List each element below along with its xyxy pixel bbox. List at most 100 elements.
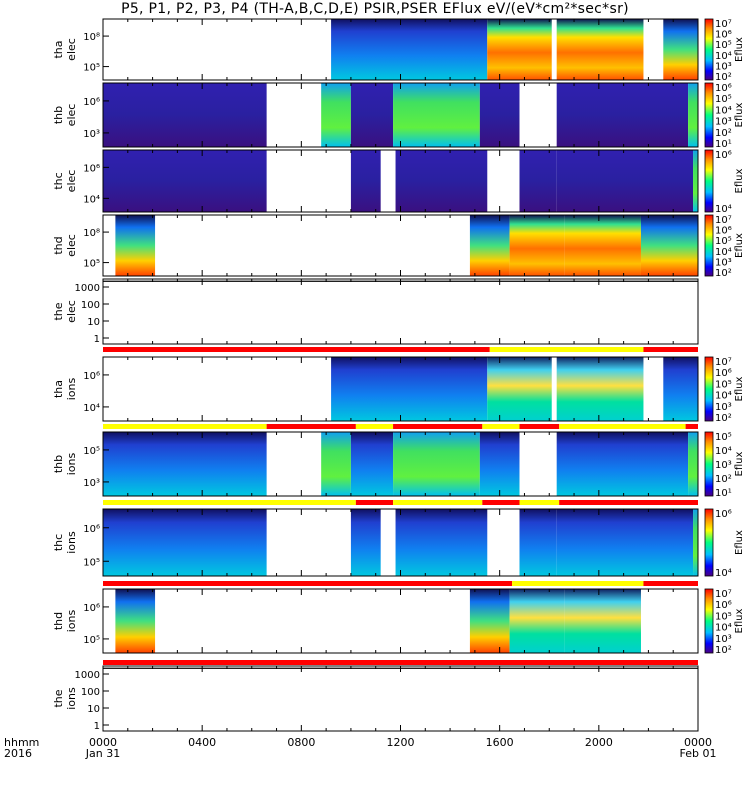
- colorbar-tick-label: 10⁶: [715, 509, 732, 520]
- y-tick-label: 10⁶: [83, 163, 100, 174]
- colorbar-tick-label: 10⁶: [715, 368, 732, 379]
- colorbar-tick-label: 10⁵: [715, 379, 732, 390]
- y-tick-label: 100: [81, 687, 100, 698]
- panel-thc-ions: [102, 508, 714, 577]
- colorbar-tick-label: 10⁴: [715, 204, 732, 215]
- colorbar-tick-label: 10³: [715, 402, 732, 413]
- spectrogram-segment: [487, 19, 552, 80]
- panel-the-ions: [102, 665, 699, 732]
- panel-thb-elec: [102, 82, 714, 148]
- colorbar-tick-label: 10⁴: [715, 568, 732, 579]
- y-tick-label: 10⁵: [83, 259, 100, 270]
- quality-flag-bar: [103, 581, 698, 586]
- spectrogram-segment: [640, 215, 698, 276]
- x-tick-label: 0800: [287, 736, 315, 749]
- colorbar-tick-label: 10⁴: [715, 623, 732, 634]
- colorbar-tick-label: 10²: [715, 128, 732, 139]
- colorbar: [704, 82, 714, 148]
- y-tick-label: 10⁵: [83, 446, 100, 457]
- panel-label-species: ions: [65, 452, 78, 475]
- panel-label-species: ions: [65, 377, 78, 400]
- spectrogram-segment: [556, 357, 644, 421]
- spectrogram-segment: [556, 509, 694, 576]
- y-tick-label: 1000: [75, 670, 100, 681]
- spectrogram-segment: [321, 83, 351, 147]
- colorbar: [704, 588, 714, 654]
- colorbar-tick-label: 10⁷: [715, 357, 732, 368]
- colorbar-tick-label: 10⁵: [715, 94, 732, 105]
- flag-segment-red: [355, 500, 394, 505]
- colorbar-tick-label: 10⁴: [715, 105, 732, 116]
- colorbar-label: Eflux: [734, 376, 745, 401]
- flag-segment-red: [103, 581, 513, 586]
- panel-thb-ions: [102, 431, 714, 497]
- flag-segment-red: [393, 424, 483, 429]
- spectrogram-segment: [393, 432, 480, 496]
- spectrogram-segment: [487, 357, 552, 421]
- y-tick-label: 10: [87, 317, 100, 328]
- colorbar-tick-label: 10⁶: [715, 600, 732, 611]
- colorbar-tick-label: 10⁴: [715, 247, 732, 258]
- y-tick-label: 10⁵: [83, 557, 100, 568]
- colorbar: [704, 18, 714, 81]
- spectrogram-segment: [115, 589, 156, 653]
- y-tick-label: 100: [81, 300, 100, 311]
- spectrogram-segment: [350, 509, 381, 576]
- panel-label-probe: thd: [52, 612, 65, 630]
- spectrogram-segment: [663, 357, 698, 421]
- flag-segment-yellow: [482, 424, 520, 429]
- spectrogram-segment: [331, 357, 488, 421]
- spectrogram-segment: [103, 150, 267, 212]
- colorbar-tick-label: 10⁶: [715, 226, 732, 237]
- x-tick-label: 0000: [89, 736, 117, 749]
- flag-segment-yellow: [559, 424, 686, 429]
- flag-segment-red: [103, 660, 698, 665]
- panel-label-probe: the: [52, 302, 65, 320]
- y-tick-label: 1: [94, 334, 100, 345]
- colorbar-tick-label: 10³: [715, 257, 732, 268]
- x-date-label: Feb 01: [680, 747, 717, 760]
- colorbar-label: Eflux: [734, 37, 745, 62]
- flag-segment-yellow: [355, 424, 394, 429]
- panel-label-species: elec: [65, 170, 78, 193]
- flag-segment-red: [685, 424, 698, 429]
- y-tick-label: 10⁴: [83, 403, 100, 414]
- x-tick-label: 1600: [486, 736, 514, 749]
- panel-label-probe: the: [52, 689, 65, 707]
- panel-label-probe: thb: [52, 106, 65, 124]
- spectrogram-segment: [693, 150, 698, 212]
- panel-label-probe: thc: [52, 534, 65, 551]
- flag-segment-red: [266, 424, 356, 429]
- panel-tha-ions: [102, 356, 714, 422]
- colorbar-tick-label: 10⁵: [715, 236, 732, 247]
- colorbar-label: Eflux: [734, 168, 745, 193]
- flag-segment-red: [519, 424, 560, 429]
- spectrogram-segment: [688, 432, 698, 496]
- panel-label-probe: thc: [52, 172, 65, 189]
- spectrogram-segment: [564, 215, 641, 276]
- colorbar: [704, 356, 714, 422]
- y-tick-label: 10⁶: [83, 603, 100, 614]
- colorbar-tick-label: 10⁴: [715, 51, 732, 62]
- colorbar-tick-label: 10²: [715, 72, 732, 83]
- spectrogram-segment: [693, 509, 698, 576]
- spectrogram-segment: [393, 83, 480, 147]
- chart-title: P5, P1, P2, P3, P4 (TH-A,B,C,D,E) PSIR,P…: [121, 1, 629, 17]
- panel-frame: [102, 278, 699, 345]
- colorbar-tick-label: 10⁴: [715, 446, 732, 457]
- colorbar-tick-label: 10²: [715, 413, 732, 424]
- panel-label-probe: tha: [52, 40, 65, 58]
- colorbar-label: Eflux: [734, 102, 745, 127]
- colorbar-tick-label: 10¹: [715, 139, 732, 150]
- panel-frame: [102, 665, 699, 732]
- spectrogram-segment: [556, 432, 689, 496]
- flag-segment-red: [559, 500, 698, 505]
- spectrogram-segment: [115, 215, 156, 276]
- y-tick-label: 10³: [83, 478, 100, 489]
- spectrogram-segment: [556, 83, 689, 147]
- spectrogram-segment: [103, 432, 267, 496]
- y-tick-label: 10⁴: [83, 194, 100, 205]
- panel-label-species: elec: [65, 234, 78, 257]
- flag-segment-red: [103, 347, 490, 352]
